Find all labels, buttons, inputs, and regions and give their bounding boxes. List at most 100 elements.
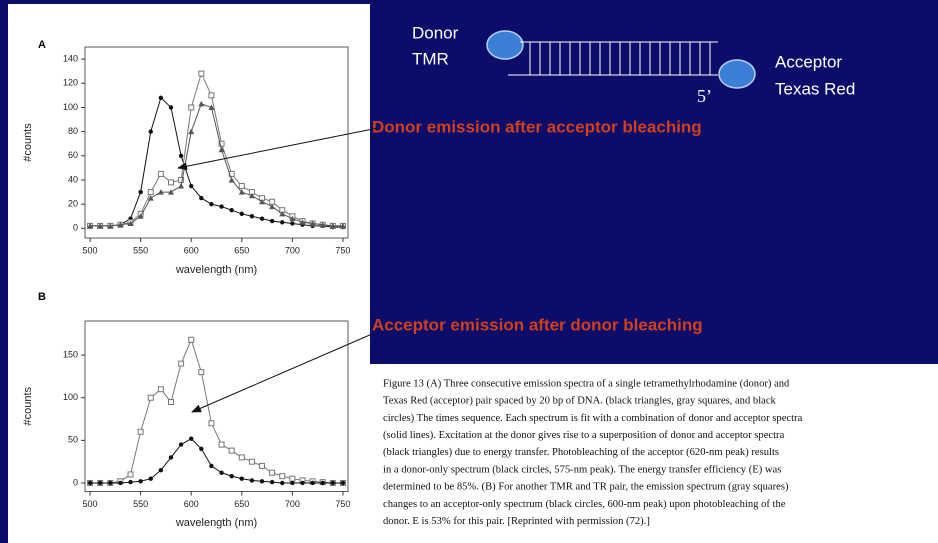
panel-label: B (38, 291, 46, 303)
y-tick-label: 40 (68, 174, 78, 184)
marker (270, 219, 274, 223)
donor-label: TMR (412, 49, 449, 68)
marker (280, 474, 285, 479)
marker (128, 472, 133, 477)
marker (229, 208, 233, 212)
marker (310, 481, 314, 485)
x-tick-label: 700 (285, 245, 300, 255)
annotation: Acceptor emission after donor bleaching (372, 315, 703, 334)
marker (260, 216, 264, 220)
marker (199, 447, 203, 451)
marker (290, 476, 295, 481)
x-tick-label: 500 (83, 499, 98, 509)
x-tick-label: 550 (133, 499, 148, 509)
marker (159, 468, 163, 472)
marker (270, 199, 275, 204)
marker (108, 481, 112, 485)
x-tick-label: 500 (83, 245, 98, 255)
y-tick-label: 60 (68, 150, 78, 160)
marker (168, 180, 173, 185)
marker (118, 481, 122, 485)
marker (250, 214, 254, 218)
x-tick-label: 750 (335, 499, 350, 509)
marker (280, 481, 284, 485)
marker (179, 154, 183, 158)
marker (138, 190, 142, 194)
caption-line: donor. E is 53% for this pair. [Reprinte… (383, 516, 650, 527)
y-tick-label: 120 (63, 78, 78, 88)
x-tick-label: 700 (285, 499, 300, 509)
panel-label: A (38, 39, 46, 51)
y-tick-label: 100 (63, 102, 78, 112)
y-tick-label: 140 (63, 53, 78, 63)
marker (209, 464, 213, 468)
marker (189, 436, 193, 440)
y-tick-label: 20 (68, 199, 78, 209)
strand-end: 5’ (697, 86, 712, 106)
caption-line: determined to be 85%. (B) For another TM… (383, 482, 789, 493)
marker (189, 105, 194, 110)
marker (209, 202, 213, 206)
marker (219, 471, 223, 475)
marker (270, 480, 274, 484)
caption: Figure 13 (A) Three consecutive emission… (383, 378, 803, 527)
marker (169, 455, 173, 459)
acceptor-label: Texas Red (775, 79, 855, 98)
marker (138, 479, 142, 483)
caption-line: Figure 13 (A) Three consecutive emission… (383, 378, 790, 389)
marker (189, 184, 193, 188)
caption-line: changes to an acceptor-only spectrum (bl… (383, 499, 786, 510)
marker (280, 220, 284, 224)
donor-dye (487, 31, 523, 59)
marker (149, 129, 153, 133)
caption-line: Texas Red (acceptor) pair spaced by 20 b… (383, 396, 777, 407)
marker (149, 477, 153, 481)
marker (331, 481, 335, 485)
x-tick-label: 600 (184, 499, 199, 509)
marker (148, 395, 153, 400)
marker (219, 442, 224, 447)
marker (249, 459, 254, 464)
marker (240, 477, 244, 481)
caption-line: (solid lines). Excitation at the donor g… (383, 430, 785, 441)
marker (229, 448, 234, 453)
x-tick-label: 750 (335, 245, 350, 255)
y-tick-label: 0 (73, 477, 78, 487)
y-axis-label: #counts (22, 386, 34, 425)
marker (270, 470, 275, 475)
x-axis-label: wavelength (nm) (175, 264, 257, 276)
marker (199, 196, 203, 200)
y-tick-label: 0 (73, 223, 78, 233)
x-tick-label: 550 (133, 245, 148, 255)
marker (98, 481, 102, 485)
marker (199, 370, 204, 375)
marker (159, 96, 163, 100)
marker (219, 204, 223, 208)
marker (169, 105, 173, 109)
marker (128, 480, 132, 484)
acceptor-label: Acceptor (775, 52, 842, 71)
marker (239, 455, 244, 460)
y-tick-label: 150 (63, 349, 78, 359)
marker (179, 361, 184, 366)
marker (250, 478, 254, 482)
marker (260, 479, 264, 483)
y-axis-label: #counts (22, 123, 34, 162)
marker (189, 337, 194, 342)
donor-label: Donor (412, 23, 459, 42)
marker (240, 212, 244, 216)
marker (158, 387, 163, 392)
marker (300, 481, 304, 485)
marker (199, 71, 204, 76)
annotation: Donor emission after acceptor bleaching (372, 117, 702, 136)
x-tick-label: 650 (234, 245, 249, 255)
marker (229, 474, 233, 478)
caption-line: (black triangles) due to energy transfer… (383, 447, 779, 458)
marker (148, 190, 153, 195)
acceptor-dye (719, 60, 755, 88)
marker (321, 481, 325, 485)
caption-line: in a donor-only spectrum (black circles,… (383, 464, 781, 475)
x-axis-label: wavelength (nm) (175, 517, 257, 529)
marker (138, 429, 143, 434)
y-tick-label: 50 (68, 435, 78, 445)
